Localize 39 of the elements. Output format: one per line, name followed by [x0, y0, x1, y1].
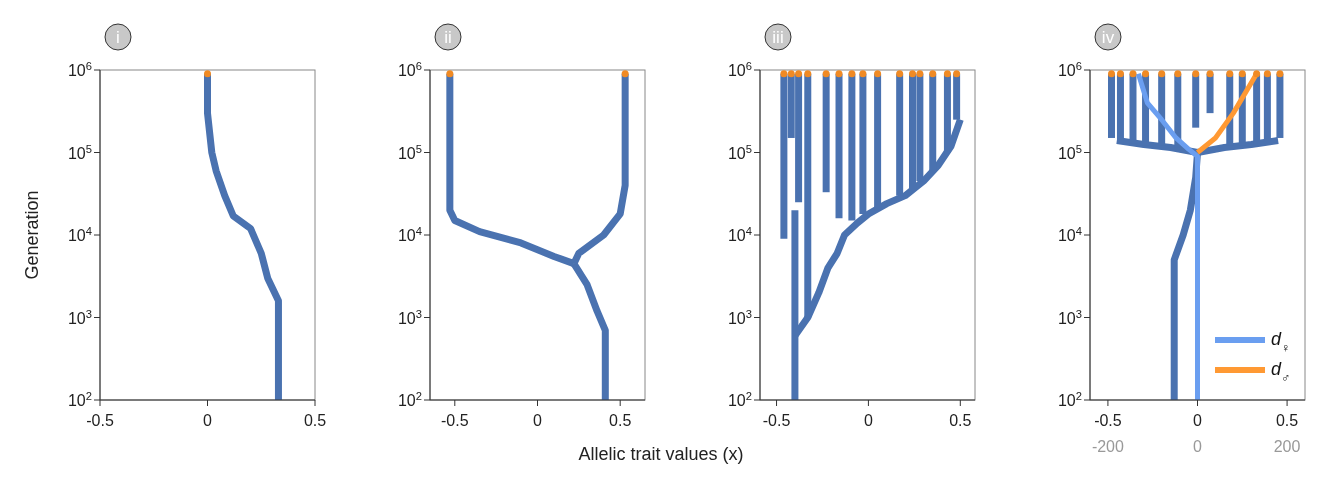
y-axis-title: Generation — [22, 190, 42, 280]
y-tick-label: 10$^{6}$ — [397, 60, 422, 79]
y-tick-label: 10$^{4}$ — [1057, 225, 1082, 244]
x-tick-label: 0.5 — [1275, 412, 1299, 429]
x2-tick-label: -200 — [1091, 438, 1125, 455]
y-tick-label: 10$^{2}$ — [727, 390, 752, 409]
x-tick-label: 0 — [533, 412, 543, 429]
y-tick-label: 10$^{5}$ — [397, 142, 422, 162]
x-tick-label: -0.5 — [762, 412, 791, 429]
x-tick-label: 0.5 — [609, 412, 632, 429]
legend-label: d$_{♂}$ — [1271, 359, 1291, 385]
y-tick-label: 10$^{6}$ — [67, 60, 92, 79]
y-tick-label: 10$^{4}$ — [67, 225, 92, 244]
legend-label: d$_{♀}$ — [1271, 329, 1291, 355]
y-tick-label: 10$^{4}$ — [397, 225, 422, 244]
y-tick-label: 10$^{2}$ — [67, 390, 92, 409]
x-tick-label: -0.5 — [441, 412, 469, 429]
x-axis-title: Allelic trait values (x) — [578, 444, 744, 464]
y-tick-label: 10$^{5}$ — [727, 142, 752, 162]
y-tick-label: 10$^{2}$ — [397, 390, 422, 409]
y-tick-label: 10$^{4}$ — [727, 225, 752, 244]
x-tick-label: -0.5 — [1094, 412, 1122, 429]
x-tick-label: 0 — [203, 412, 213, 429]
y-tick-label: 10$^{3}$ — [397, 307, 422, 327]
x-tick-label: -0.5 — [86, 412, 114, 429]
x-tick-label: 0 — [863, 412, 873, 429]
y-tick-label: 10$^{6}$ — [727, 60, 752, 79]
y-tick-label: 10$^{5}$ — [1057, 142, 1082, 162]
x-tick-label: 0.5 — [303, 412, 327, 429]
x2-tick-label: 200 — [1273, 438, 1301, 455]
x-tick-label: 0.5 — [949, 412, 972, 429]
y-tick-label: 10$^{3}$ — [67, 307, 92, 327]
y-tick-label: 10$^{5}$ — [67, 142, 92, 162]
y-tick-label: 10$^{3}$ — [727, 307, 752, 327]
y-tick-label: 10$^{3}$ — [1057, 307, 1082, 327]
x-tick-label: 0 — [1193, 412, 1203, 429]
x2-tick-label: 0 — [1193, 438, 1203, 455]
y-tick-label: 10$^{6}$ — [1057, 60, 1082, 79]
y-tick-label: 10$^{2}$ — [1057, 390, 1082, 409]
